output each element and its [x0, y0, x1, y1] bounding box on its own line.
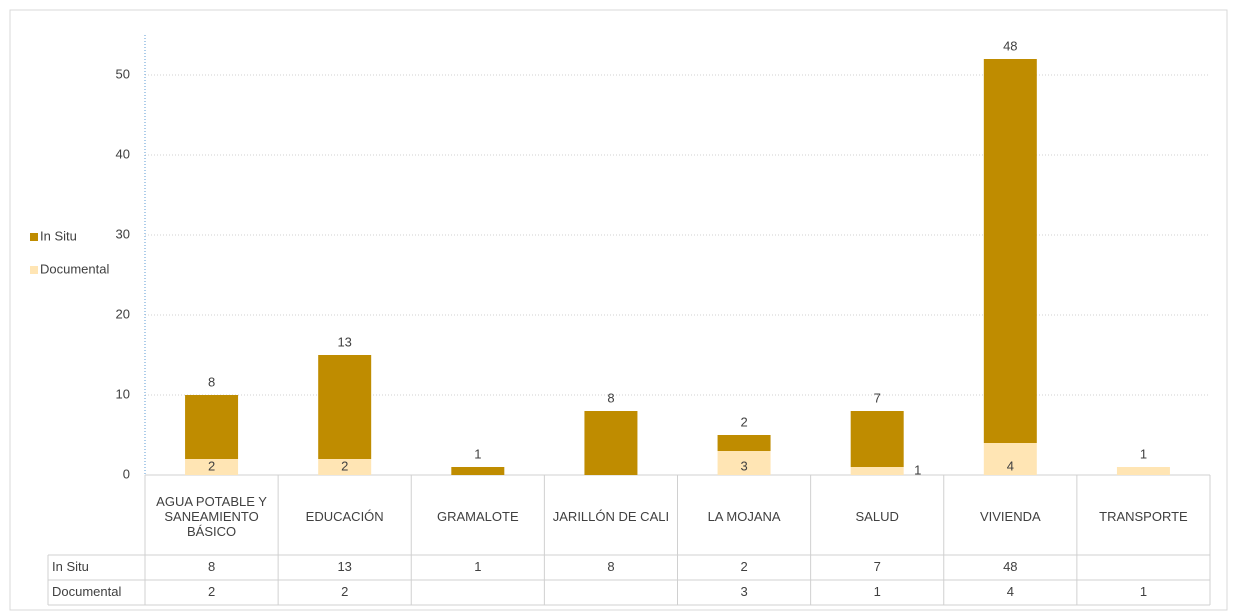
- bar-segment: [318, 459, 372, 475]
- bar-segment: [185, 395, 239, 459]
- legend-label: In Situ: [40, 228, 77, 243]
- bar-segment: [983, 59, 1037, 443]
- legend-swatch: [30, 233, 38, 241]
- table-row-label: Documental: [52, 584, 121, 599]
- x-tick-label: VIVIENDA: [979, 508, 1041, 524]
- data-label: 2: [740, 414, 747, 429]
- y-tick-label: 50: [116, 66, 130, 81]
- table-cell: 1: [474, 559, 481, 574]
- x-tick-label: TRANSPORTE: [1099, 508, 1188, 524]
- chart-border: [9, 9, 1228, 611]
- data-label: 1: [1140, 446, 1147, 461]
- bar-segment: [850, 411, 904, 467]
- y-tick-label: 10: [116, 386, 130, 401]
- bar-segment: [584, 411, 638, 475]
- data-label: 3: [740, 458, 747, 473]
- x-tick-label: SALUD: [855, 508, 899, 524]
- data-label: 8: [607, 390, 614, 405]
- table-cell: 2: [740, 559, 747, 574]
- data-label: 13: [337, 334, 351, 349]
- bar-segment: [185, 459, 239, 475]
- x-tick-label-box: EDUCACIÓN: [305, 508, 384, 524]
- x-tick-label-box: VIVIENDA: [979, 508, 1041, 524]
- bar-segment: [983, 443, 1037, 475]
- x-tick-label: JARILLÓN DE CALI: [552, 508, 670, 524]
- table-cell: 3: [740, 584, 747, 599]
- bar-segment: [318, 355, 372, 459]
- legend-swatch: [30, 266, 38, 274]
- x-tick-label: AGUA POTABLE Y SANEAMIENTO BÁSICO: [156, 493, 267, 539]
- y-tick-label: 30: [116, 226, 130, 241]
- data-label: 7: [874, 390, 881, 405]
- x-tick-label: LA MOJANA: [707, 508, 781, 524]
- table-cell: 8: [607, 559, 614, 574]
- bar-segment: [451, 467, 505, 475]
- x-tick-label-box: TRANSPORTE: [1099, 508, 1188, 524]
- y-tick-label: 0: [123, 466, 130, 481]
- x-tick-label: EDUCACIÓN: [305, 508, 384, 524]
- table-cell: 4: [1007, 584, 1014, 599]
- table-cell: 7: [874, 559, 881, 574]
- table-cell: 1: [874, 584, 881, 599]
- x-tick-label-box: LA MOJANA: [707, 508, 781, 524]
- data-label: 4: [1007, 458, 1014, 473]
- y-tick-label: 20: [116, 306, 130, 321]
- data-label: 2: [341, 458, 348, 473]
- data-label: 48: [1003, 38, 1017, 53]
- data-label: 1: [474, 446, 481, 461]
- data-label: 8: [208, 374, 215, 389]
- bar-segment: [1116, 467, 1170, 475]
- bar-segment: [850, 467, 904, 475]
- legend-label: Documental: [40, 261, 109, 276]
- bar-segment: [717, 451, 771, 475]
- table-row-label: In Situ: [52, 559, 89, 574]
- bar-segment: [717, 435, 771, 451]
- table-cell: 8: [208, 559, 215, 574]
- table-cell: 2: [208, 584, 215, 599]
- x-tick-label-box: JARILLÓN DE CALI: [552, 508, 670, 524]
- data-label: 1: [914, 462, 921, 477]
- data-label: 2: [208, 458, 215, 473]
- x-tick-label-box: GRAMALOTE: [437, 508, 519, 524]
- x-tick-label: GRAMALOTE: [437, 508, 519, 524]
- table-cell: 1: [1140, 584, 1147, 599]
- y-tick-label: 40: [116, 146, 130, 161]
- table-cell: 48: [1003, 559, 1017, 574]
- table-cell: 13: [337, 559, 351, 574]
- table-cell: 2: [341, 584, 348, 599]
- x-tick-label-box: AGUA POTABLE Y SANEAMIENTO BÁSICO: [156, 493, 267, 539]
- x-tick-label-box: SALUD: [855, 508, 899, 524]
